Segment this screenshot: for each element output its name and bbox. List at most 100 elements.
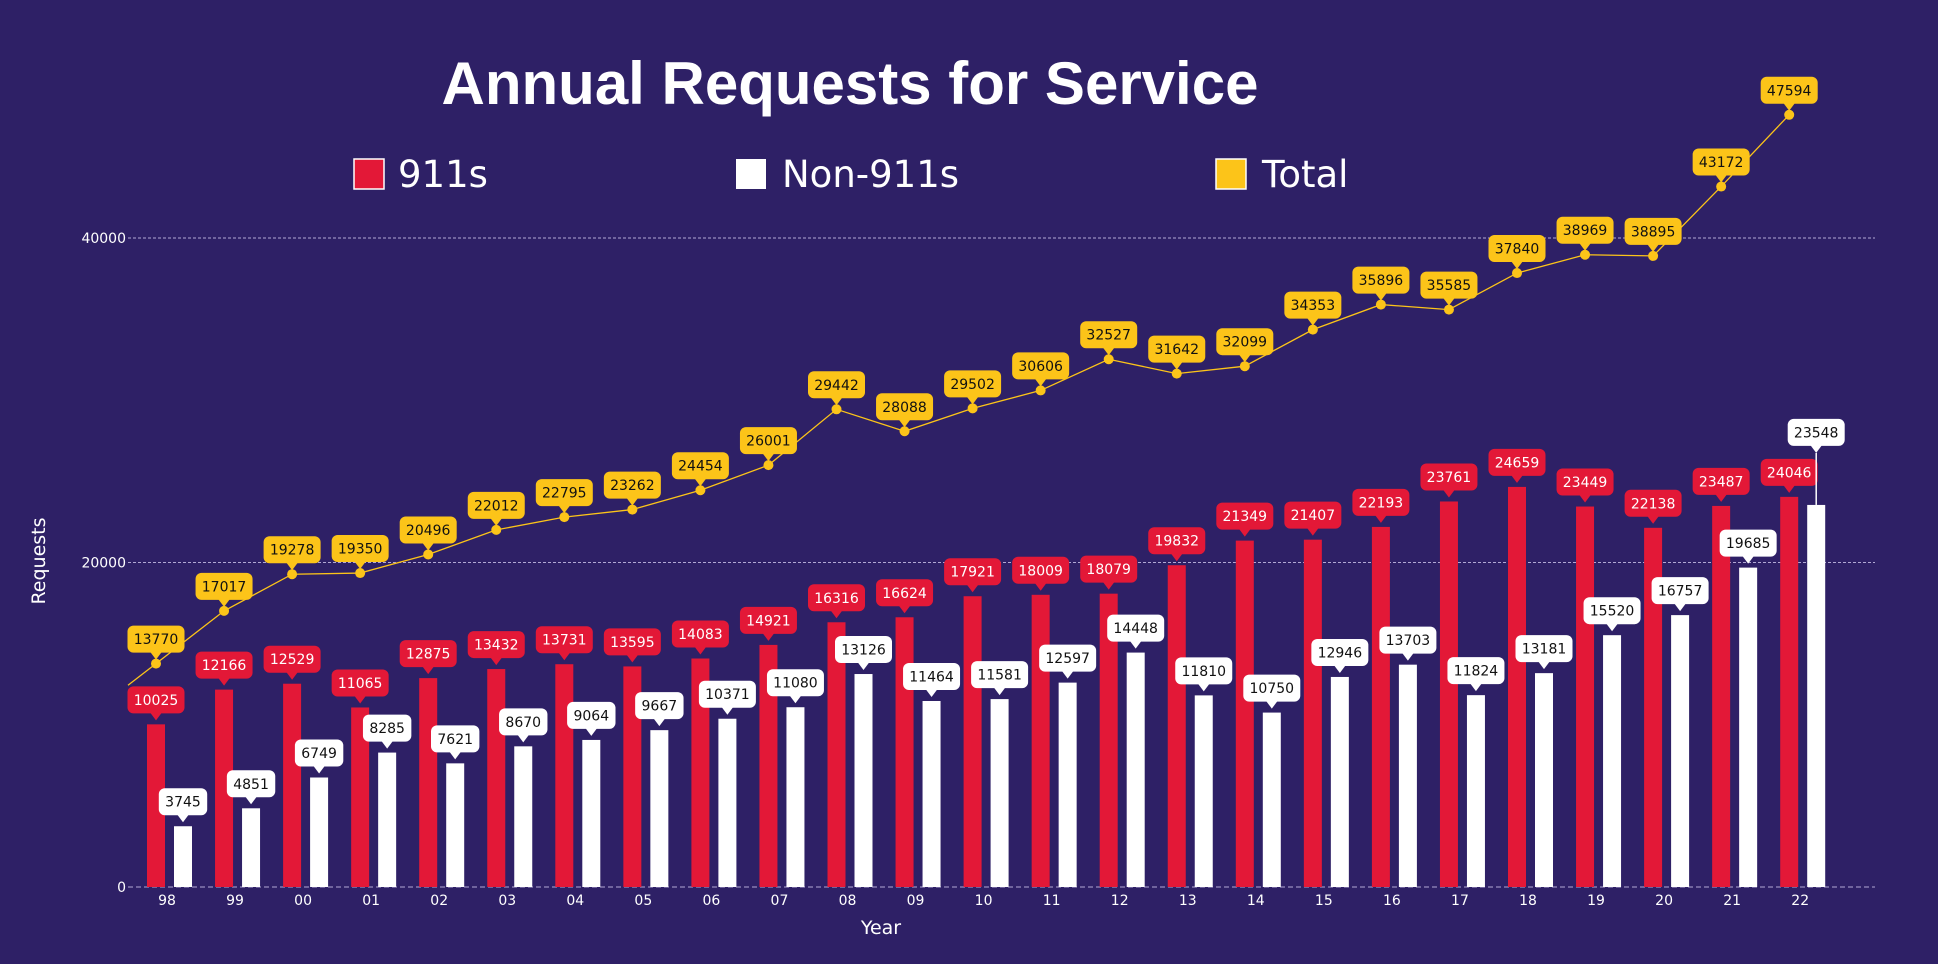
bar-non-911s [1330,676,1349,887]
svg-text:11581: 11581 [977,668,1022,684]
svg-text:15520: 15520 [1590,604,1635,620]
data-label-911s: 18009 [1012,556,1070,591]
svg-text:14083: 14083 [678,627,723,643]
svg-text:13181: 13181 [1522,642,1567,658]
bar-non-911s [1739,567,1758,887]
data-label-total: 38895 [1624,217,1682,252]
bars-non-911s [174,504,1826,887]
svg-text:14448: 14448 [1113,621,1158,637]
data-label-non-911s: 11581 [971,661,1029,696]
bar-non-911s [1603,635,1622,887]
svg-text:20496: 20496 [406,523,451,539]
svg-text:12875: 12875 [406,647,451,663]
total-point [967,403,978,414]
total-point [1512,268,1522,279]
data-label-total: 47594 [1760,76,1818,111]
x-tick-label: 03 [498,893,516,909]
bar-non-911s [310,777,329,887]
data-label-total: 22795 [535,479,593,514]
total-point [831,404,842,415]
x-tick-label: 01 [362,893,380,909]
svg-text:37840: 37840 [1495,242,1540,258]
data-label-total: 29442 [808,371,865,406]
bar-911s [827,622,846,887]
x-tick-label: 17 [1451,893,1469,909]
svg-text:10025: 10025 [134,693,179,709]
bar-911s [1099,593,1118,887]
x-tick-label: 09 [907,893,925,909]
y-axis-ticks: 0 20000 40000 [81,231,126,896]
data-label-911s: 12166 [195,651,253,686]
svg-text:22012: 22012 [474,498,519,514]
x-tick-label: 18 [1519,893,1537,909]
data-label-non-911s: 12946 [1311,638,1369,673]
data-label-911s: 13731 [535,626,593,661]
legend-swatch-total [1215,158,1247,190]
data-label-non-911s: 9064 [567,701,616,736]
svg-text:11464: 11464 [909,669,954,685]
bar-911s [1439,501,1458,887]
svg-text:19350: 19350 [338,542,383,558]
data-label-non-911s: 8285 [362,714,412,749]
x-axis-ticks: 98 99 00 01 02 03 04 05 06 07 08 09 10 11 12 13 14 15 16 17… [158,893,1809,909]
x-tick-label: 00 [294,893,312,909]
data-label-911s: 13595 [603,628,661,663]
bar-911s [1167,565,1186,887]
x-tick-label: 05 [634,893,652,909]
svg-text:16757: 16757 [1658,584,1703,600]
legend: 911s Non-911s Total [353,153,1348,196]
bar-911s [1371,526,1390,887]
svg-text:31642: 31642 [1154,342,1199,358]
bar-911s [487,669,506,887]
y-tick-label: 0 [117,880,126,896]
svg-text:13126: 13126 [841,643,886,659]
data-label-non-911s: 10371 [698,680,756,715]
bar-911s [963,596,982,887]
data-label-non-911s: 11810 [1175,657,1233,692]
total-point [1716,181,1727,192]
x-tick-label: 15 [1315,893,1333,909]
data-label-non-911s: 12597 [1039,644,1097,679]
legend-label-non-911s: Non-911s [782,153,959,196]
svg-text:35896: 35896 [1359,273,1404,289]
svg-text:18009: 18009 [1018,563,1063,579]
total-line-path [127,114,1790,686]
data-label-911s: 18079 [1080,555,1138,590]
bar-911s [1235,540,1254,887]
bar-911s [555,664,574,887]
svg-text:23449: 23449 [1563,475,1608,491]
svg-text:13432: 13432 [474,638,519,654]
data-label-total: 28088 [876,393,934,428]
svg-text:29442: 29442 [814,378,859,394]
data-label-total: 37840 [1488,235,1546,270]
svg-text:12529: 12529 [270,652,315,668]
data-labels-non-911s: 3745 4851 6749 8285 7621 8670 9064 9667 10371 110… [158,418,1845,823]
data-label-total: 23262 [603,471,661,506]
bar-911s [215,689,234,887]
svg-text:23548: 23548 [1794,425,1839,441]
data-label-total: 20496 [399,516,457,551]
data-label-911s: 19832 [1148,527,1206,562]
svg-text:24659: 24659 [1495,455,1540,471]
bar-non-911s [1262,712,1281,887]
x-tick-label: 22 [1791,893,1809,909]
total-point [1648,250,1659,261]
svg-text:22138: 22138 [1631,496,1676,512]
svg-text:22795: 22795 [542,486,587,502]
data-labels-911s: 10025 12166 12529 11065 12875 13432 13731 13595… [127,448,1818,721]
bar-non-911s [1194,695,1213,887]
bar-non-911s [990,699,1009,887]
data-label-non-911s: 13126 [835,636,892,671]
data-label-non-911s: 14448 [1107,614,1165,649]
bar-non-911s [514,746,533,887]
bar-911s [1576,506,1595,887]
bar-911s [759,644,778,887]
svg-text:7621: 7621 [437,732,473,748]
svg-text:19685: 19685 [1726,536,1771,552]
svg-text:17017: 17017 [202,579,247,595]
total-point [151,658,161,669]
bar-non-911s [922,700,941,887]
bar-911s [895,617,914,887]
x-tick-label: 04 [566,893,584,909]
data-label-911s: 11065 [331,669,389,704]
